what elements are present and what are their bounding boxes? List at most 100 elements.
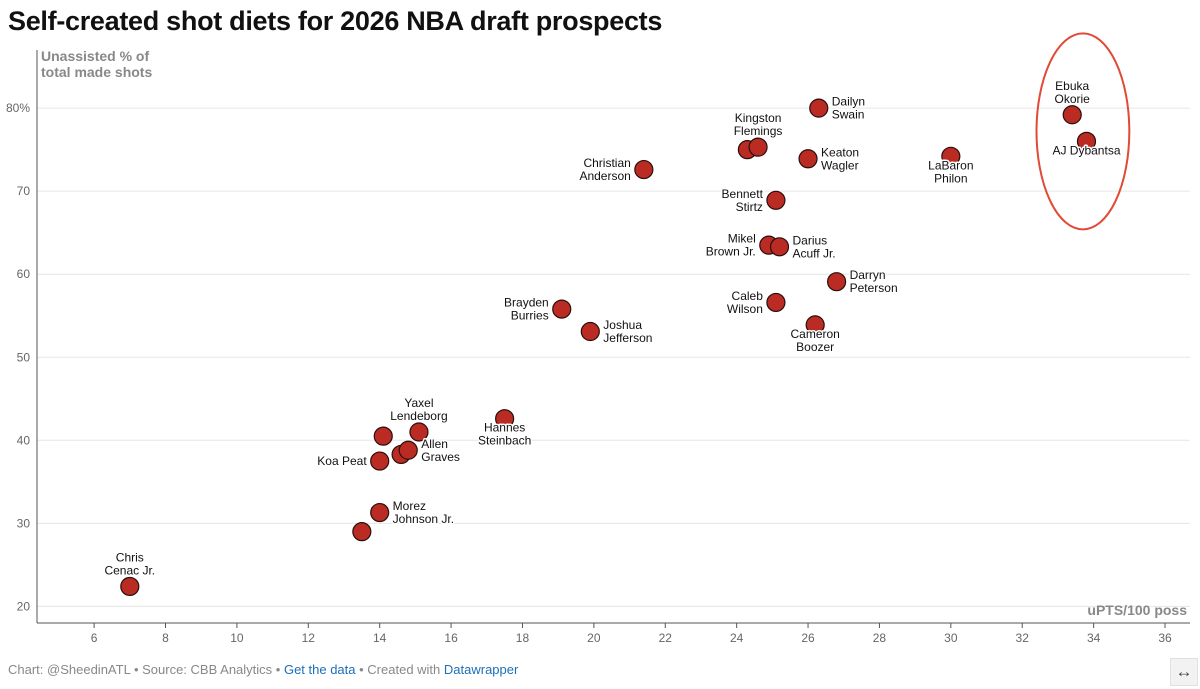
x-tick-label: 10: [230, 631, 244, 645]
point-label: Darius: [792, 233, 827, 247]
x-tick-label: 26: [801, 631, 815, 645]
point-label: Mikel: [728, 232, 756, 246]
y-axis-title: Unassisted % of: [41, 48, 149, 64]
x-tick-label: 22: [659, 631, 673, 645]
data-point[interactable]: [120, 576, 140, 597]
y-tick-label: 20: [17, 599, 31, 613]
point-label: Philon: [934, 171, 967, 185]
point-label: AJ Dybantsa: [1052, 143, 1120, 157]
data-point[interactable]: [352, 522, 372, 542]
point-label: Cenac Jr.: [104, 563, 155, 577]
x-tick-label: 18: [516, 631, 530, 645]
point-label: Ebuka: [1055, 79, 1089, 93]
y-tick-label: 80%: [6, 101, 30, 115]
data-point[interactable]: [580, 321, 600, 342]
point-label: Lendeborg: [390, 409, 447, 423]
point-label: Acuff Jr.: [792, 246, 835, 260]
point-label: Brayden: [504, 296, 549, 310]
data-point[interactable]: [748, 137, 768, 157]
footer-separator: •: [272, 662, 284, 677]
data-point[interactable]: [766, 190, 786, 210]
point-label: Bennett: [722, 187, 764, 201]
point-label: Darryn: [850, 268, 886, 282]
datawrapper-link[interactable]: Datawrapper: [443, 662, 519, 677]
point-label: Burries: [511, 309, 549, 323]
data-point[interactable]: [409, 422, 429, 442]
data-point[interactable]: [370, 502, 390, 523]
y-tick-label: 70: [17, 184, 31, 198]
point-label: Steinbach: [478, 434, 531, 448]
highlight-ellipse: [1035, 32, 1131, 231]
data-point[interactable]: [373, 426, 393, 446]
point-label: Jefferson: [603, 331, 652, 345]
data-point[interactable]: [769, 237, 790, 257]
get-the-data-link[interactable]: Get the data: [283, 662, 356, 677]
x-tick-label: 8: [162, 631, 169, 645]
point-label: Cameron: [791, 327, 840, 341]
point-label: Peterson: [850, 281, 898, 295]
highlight-layer: [1035, 32, 1131, 231]
point-label: Anderson: [579, 169, 630, 183]
x-axis-title: uPTS/100 poss: [1087, 602, 1187, 618]
data-point[interactable]: [827, 272, 847, 292]
x-tick-label: 30: [944, 631, 958, 645]
x-tick-label: 12: [302, 631, 316, 645]
data-point[interactable]: [809, 98, 829, 118]
data-point[interactable]: [766, 292, 786, 313]
data-point[interactable]: [941, 146, 961, 166]
data-point[interactable]: [1076, 131, 1097, 151]
point-label: Christian: [583, 156, 630, 170]
x-tick-label: 32: [1016, 631, 1030, 645]
point-label: Okorie: [1055, 92, 1091, 106]
scatter-chart: 20 30 40 50 60 70 80% 6 8 10 12 14 16 18 20 22 24 26 28 30 3…: [6, 32, 1190, 645]
y-axis-title: total made shots: [41, 64, 152, 80]
created-with-text: Created with: [367, 662, 444, 677]
data-point[interactable]: [805, 315, 825, 335]
point-label: Chris: [116, 550, 144, 564]
data-point[interactable]: [798, 149, 818, 169]
point-label: Stirtz: [736, 200, 763, 214]
axis-layer: 20 30 40 50 60 70 80% 6 8 10 12 14 16 18 20 22 24 26 28 30 3…: [6, 48, 1190, 645]
point-label: Boozer: [796, 340, 834, 354]
point-label: Wilson: [727, 302, 763, 316]
point-layer: [120, 98, 1097, 597]
y-tick-label: 40: [17, 433, 31, 447]
point-label: Caleb: [732, 289, 764, 303]
x-tick-label: 14: [373, 631, 387, 645]
x-tick-label: 24: [730, 631, 744, 645]
x-tick-label: 20: [587, 631, 601, 645]
data-point[interactable]: [370, 451, 390, 471]
x-tick-label: 16: [444, 631, 458, 645]
x-tick-label: 28: [873, 631, 887, 645]
data-point[interactable]: [398, 440, 418, 460]
data-point[interactable]: [1062, 105, 1082, 125]
chart-credit: Chart: @SheedinATL: [8, 662, 131, 677]
point-label: Swain: [832, 108, 865, 122]
x-tick-label: 36: [1158, 631, 1172, 645]
data-point[interactable]: [552, 299, 572, 319]
y-tick-label: 30: [17, 516, 31, 530]
grid-layer: [37, 107, 1190, 607]
point-label: Graves: [421, 450, 460, 464]
data-point[interactable]: [634, 159, 654, 180]
x-tick-label: 6: [91, 631, 98, 645]
data-point[interactable]: [495, 409, 515, 429]
chart-source: Source: CBB Analytics: [142, 662, 273, 677]
chart-footer: Chart: @SheedinATL • Source: CBB Analyti…: [8, 662, 518, 677]
x-tick-label: 34: [1087, 631, 1101, 645]
point-label: Dailyn: [832, 95, 865, 109]
point-label: Brown Jr.: [706, 245, 756, 259]
point-label: Hannes: [484, 421, 525, 435]
point-label: Kingston: [735, 111, 782, 125]
point-label: Joshua: [603, 318, 642, 332]
footer-separator: •: [130, 662, 143, 677]
y-tick-label: 60: [17, 267, 31, 281]
point-label: Morez: [393, 499, 426, 513]
y-tick-label: 50: [17, 350, 31, 364]
point-label: Koa Peat: [317, 454, 367, 468]
point-label: Yaxel: [404, 396, 433, 410]
expand-icon[interactable]: ↔: [1170, 658, 1198, 686]
point-label: Keaton: [821, 145, 859, 159]
footer-separator: •: [355, 662, 368, 677]
